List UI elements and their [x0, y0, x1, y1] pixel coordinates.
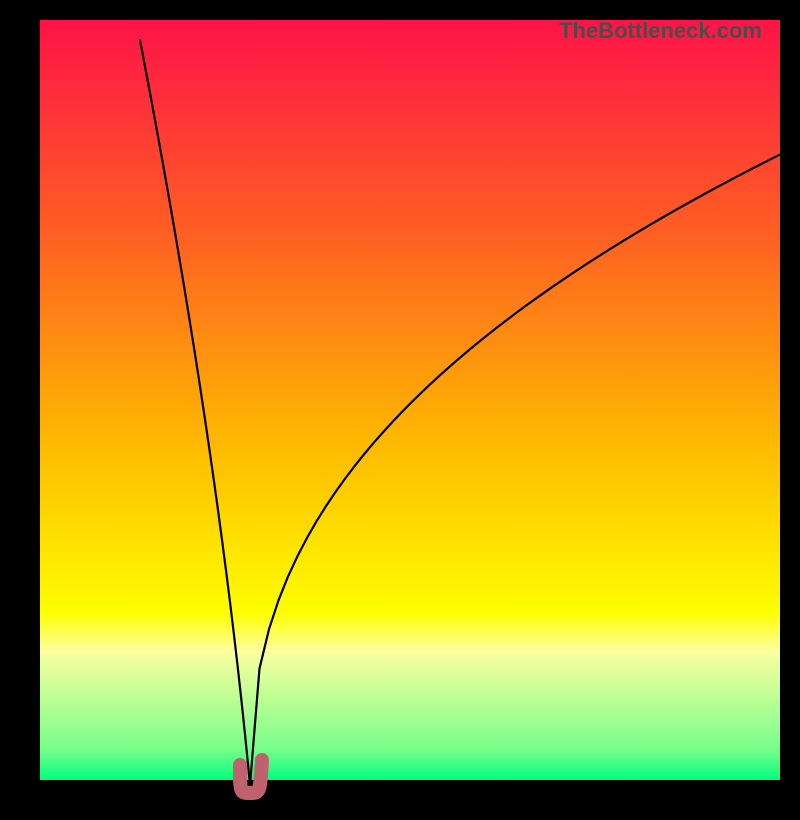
- chart-frame: TheBottleneck.com: [0, 0, 800, 800]
- source-attribution: TheBottleneck.com: [559, 18, 762, 44]
- chart-plot-area: [40, 20, 780, 780]
